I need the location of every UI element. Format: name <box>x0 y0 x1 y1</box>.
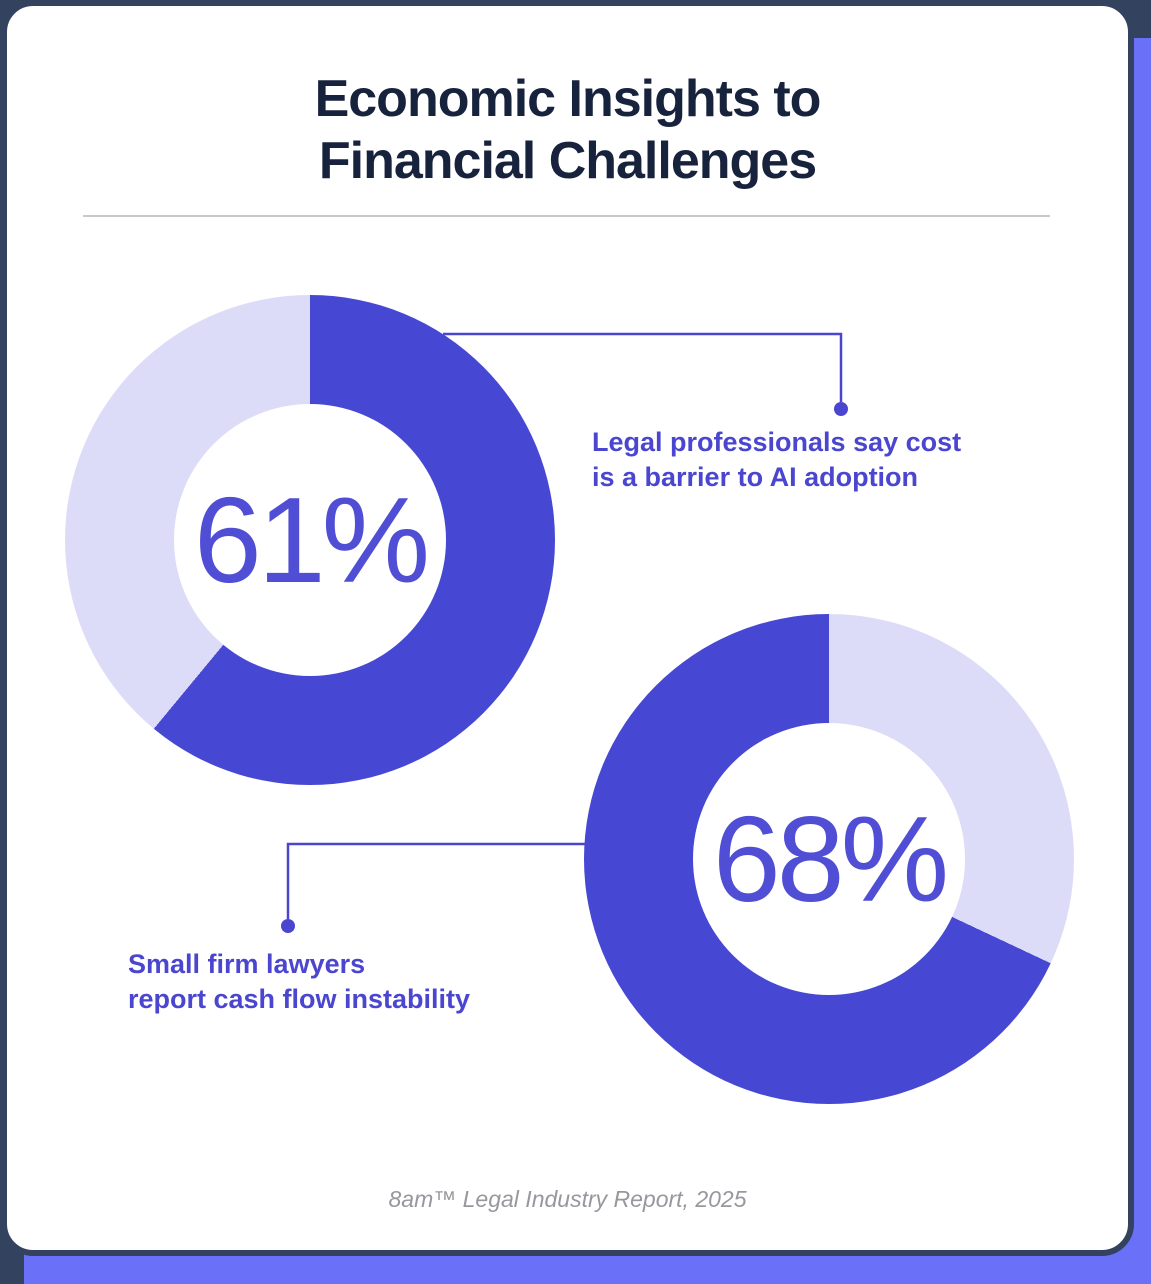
caption-cash-flow-line-2: report cash flow instability <box>128 984 471 1014</box>
page-title-line-1: Economic Insights to <box>314 70 822 128</box>
caption-cash-flow: Small firm lawyers report cash flow insta… <box>128 947 470 1017</box>
percent-value-ai-cost: 61% <box>193 472 430 608</box>
percent-value-cash-flow: 68% <box>712 791 949 927</box>
donut-chart-ai-cost: 61% <box>65 295 555 785</box>
caption-ai-cost-line-2: is a barrier to AI adoption <box>592 462 919 492</box>
content-card: Economic Insights to Financial Challenges… <box>1 0 1134 1256</box>
page-title-line-2: Financial Challenges <box>318 132 817 190</box>
page-title: Economic Insights to Financial Challenges <box>7 68 1128 192</box>
caption-ai-cost: Legal professionals say cost is a barrier… <box>592 425 961 495</box>
source-note: 8am™ Legal Industry Report, 2025 <box>388 1186 747 1212</box>
caption-ai-cost-line-1: Legal professionals say cost <box>592 427 962 457</box>
donut-chart-cash-flow: 68% <box>584 614 1074 1104</box>
donut-hole: 68% <box>693 723 965 995</box>
donut-hole: 61% <box>174 404 446 676</box>
caption-cash-flow-line-1: Small firm lawyers <box>128 949 366 979</box>
title-divider <box>83 215 1050 217</box>
